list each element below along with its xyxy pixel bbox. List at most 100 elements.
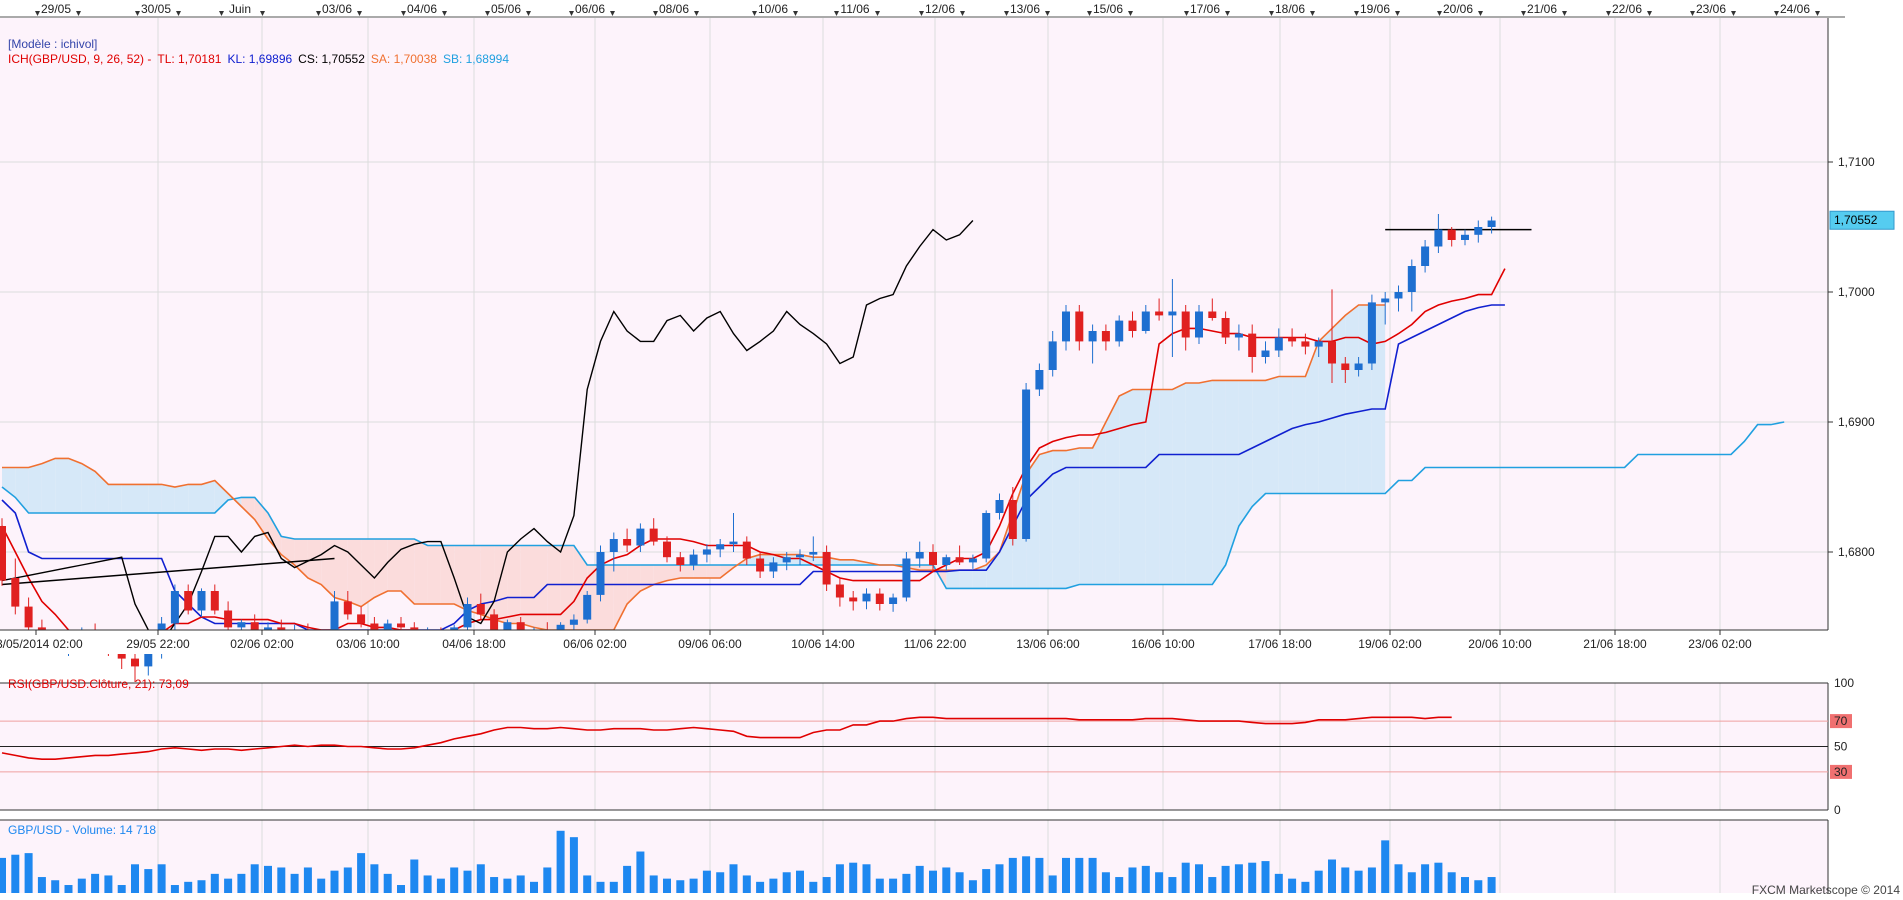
top-date-label: 29/05: [41, 2, 71, 16]
rsi-level-badge: [1830, 764, 1852, 779]
cloud-segment: [414, 539, 428, 604]
candle-body: [583, 594, 592, 620]
candle-body: [955, 557, 964, 563]
volume-bar: [955, 872, 964, 893]
candle-body: [1195, 311, 1203, 338]
candle-body: [1115, 320, 1124, 342]
top-date-label: 11/06: [840, 2, 869, 16]
volume-bar: [609, 881, 618, 893]
cloud-segment: [268, 513, 282, 555]
cloud-segment: [1132, 389, 1146, 585]
date-marker: [176, 11, 181, 16]
candle-body: [1008, 500, 1017, 539]
volume-bar: [889, 878, 898, 893]
legend-item-0: ICH(GBP/USD, 9, 26, 52) -: [8, 52, 152, 66]
volume-bar: [1234, 864, 1243, 893]
candle-body: [649, 528, 658, 542]
top-date-label: 10/06: [758, 2, 788, 16]
candle-body: [702, 549, 711, 555]
top-date-label: 08/06: [659, 2, 689, 16]
candle-body: [636, 528, 645, 546]
cloud-segment: [135, 484, 149, 513]
candle-body: [1075, 311, 1084, 342]
top-date-label: 20/06: [1443, 2, 1473, 16]
time-axis-label: 21/06 18:00: [1583, 637, 1647, 651]
volume-bar: [742, 875, 751, 893]
top-date-label: Juin: [229, 2, 251, 16]
cloud-segment: [1119, 389, 1133, 585]
volume-bar: [583, 875, 592, 893]
date-marker: [875, 11, 880, 16]
volume-bar: [37, 877, 46, 893]
candle-body: [689, 554, 698, 565]
cloud-segment: [653, 565, 667, 585]
candle-body: [782, 557, 791, 563]
candle-body: [1048, 341, 1057, 370]
volume-bar: [277, 867, 286, 893]
volume-bar: [1221, 865, 1230, 893]
candle-body: [756, 558, 765, 572]
date-marker: [694, 11, 699, 16]
volume-bar: [796, 870, 804, 893]
price-tick-label: 1,7100: [1838, 155, 1875, 169]
volume-bar: [729, 864, 738, 893]
candle-body: [1447, 229, 1456, 240]
candle-body: [1261, 350, 1270, 357]
candle-body: [1181, 311, 1190, 338]
legend-item-3: CS: 1,70552: [298, 52, 365, 66]
cloud-segment: [15, 467, 29, 513]
volume-bar: [303, 867, 312, 893]
candle-body: [250, 622, 259, 630]
date-marker: [219, 11, 224, 16]
cloud-segment: [440, 545, 455, 604]
date-marker: [442, 11, 447, 16]
volume-bar: [769, 878, 778, 893]
candle-body: [210, 591, 219, 611]
cloud-segment: [946, 570, 960, 589]
cloud-segment: [1052, 450, 1066, 589]
time-axis-label: 02/06 02:00: [230, 637, 294, 651]
price-tick-label: 1,6900: [1838, 415, 1875, 429]
cloud-segment: [547, 545, 561, 630]
cloud-segment: [560, 545, 574, 630]
time-axis-label: 10/06 14:00: [791, 637, 855, 651]
volume-panel-bg: [0, 820, 1828, 893]
volume-bar: [1447, 872, 1456, 893]
volume-bar: [476, 864, 485, 893]
candle-body: [1354, 363, 1363, 370]
rsi-level-label: 0: [1834, 803, 1841, 817]
volume-bar: [636, 851, 645, 893]
volume-bar: [942, 867, 951, 893]
cloud-segment: [321, 539, 335, 598]
legend-item-4: SA: 1,70038: [370, 52, 437, 66]
date-marker: [1478, 11, 1483, 16]
cloud-segment: [467, 545, 481, 615]
top-date-label: 03/06: [322, 2, 352, 16]
volume-bar: [144, 869, 153, 893]
candle-body: [1168, 311, 1177, 316]
volume-bar: [436, 878, 445, 893]
date-marker: [653, 11, 658, 16]
volume-bar: [1048, 875, 1057, 893]
candle-body: [490, 614, 499, 630]
volume-bar: [702, 870, 711, 893]
volume-bar: [490, 877, 499, 893]
candle-body: [796, 554, 804, 558]
cloud-segment: [387, 539, 401, 591]
candle-body: [224, 610, 233, 628]
volume-bar: [237, 873, 246, 893]
volume-bar: [782, 872, 791, 893]
candle-body: [742, 541, 751, 559]
top-date-label: 15/06: [1093, 2, 1123, 16]
candle-body: [663, 541, 671, 558]
top-date-label: 21/06: [1527, 2, 1557, 16]
volume-bar: [862, 864, 871, 893]
candle-body: [1234, 333, 1243, 338]
volume-bar: [463, 870, 472, 893]
cloud-segment: [680, 565, 694, 578]
volume-bar: [530, 881, 538, 893]
candle-body: [170, 591, 179, 624]
current-price-label: 1,70552: [1834, 213, 1878, 227]
candle-body: [902, 558, 911, 598]
volume-bar: [0, 857, 6, 893]
